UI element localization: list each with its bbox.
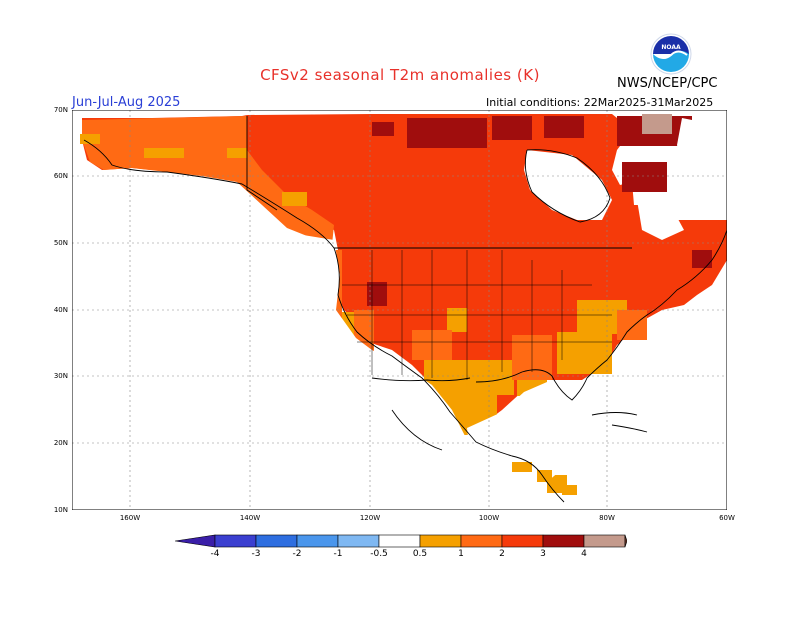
- colorbar-arrow-low: [175, 534, 216, 548]
- lon-label-100w: 100W: [478, 514, 500, 522]
- colorbar-label-neg4: -4: [210, 549, 220, 559]
- lon-label-140w: 140W: [239, 514, 261, 522]
- lat-grid: [72, 175, 727, 444]
- colorbar-label-pos05: 0.5: [412, 549, 428, 559]
- svg-text:NOAA: NOAA: [661, 44, 681, 51]
- initial-conditions-label: Initial conditions: 22Mar2025-31Mar2025: [486, 96, 714, 109]
- colorbar-label-neg05: -0.5: [370, 549, 388, 559]
- lat-label-50n: 50N: [53, 239, 68, 247]
- agency-label: NWS/NCEP/CPC: [617, 76, 718, 91]
- colorbar-label-pos4: 4: [581, 549, 587, 559]
- lon-label-80w: 80W: [599, 514, 615, 522]
- lat-label-10n: 10N: [53, 506, 68, 514]
- colorbar-label-neg3: -3: [251, 549, 261, 559]
- colorbar-bin-neg1: [337, 534, 380, 548]
- anomaly-field-2to3: [367, 116, 712, 306]
- colorbar-bin-neg4: [214, 534, 257, 548]
- colorbar-bin-pos3: [542, 534, 585, 548]
- lat-label-20n: 20N: [53, 439, 68, 447]
- anomaly-field-3to4: [642, 114, 672, 134]
- colorbar-bin-pos05: [419, 534, 462, 548]
- colorbar-bin-pos1: [460, 534, 503, 548]
- colorbar-label-pos3: 3: [540, 549, 546, 559]
- plot-title: CFSv2 seasonal T2m anomalies (K): [260, 66, 540, 84]
- lat-label-60n: 60N: [53, 172, 68, 180]
- lat-label-30n: 30N: [53, 372, 68, 380]
- colorbar-label-pos2: 2: [499, 549, 505, 559]
- coastlines: [83, 116, 727, 503]
- state-borders: [342, 250, 612, 380]
- noaa-logo: NOAA: [650, 33, 692, 75]
- anomaly-map: [72, 110, 727, 510]
- colorbar: [175, 534, 627, 548]
- colorbar-label-neg1: -1: [333, 549, 343, 559]
- colorbar-bin-neg2: [296, 534, 339, 548]
- colorbar-bin-pos4: [583, 534, 626, 548]
- lon-label-120w: 120W: [359, 514, 381, 522]
- lon-label-160w: 160W: [119, 514, 141, 522]
- lon-label-60w: 60W: [719, 514, 735, 522]
- colorbar-bin-pos2: [501, 534, 544, 548]
- lat-label-40n: 40N: [53, 306, 68, 314]
- colorbar-label-pos1: 1: [458, 549, 464, 559]
- colorbar-label-neg2: -2: [292, 549, 302, 559]
- colorbar-bin-neg3: [255, 534, 298, 548]
- lon-grid: [129, 110, 608, 510]
- season-label: Jun-Jul-Aug 2025: [72, 95, 181, 110]
- lat-label-70n: 70N: [53, 106, 68, 114]
- colorbar-arrow-high: [624, 534, 627, 548]
- colorbar-bin-neutral: [378, 534, 421, 548]
